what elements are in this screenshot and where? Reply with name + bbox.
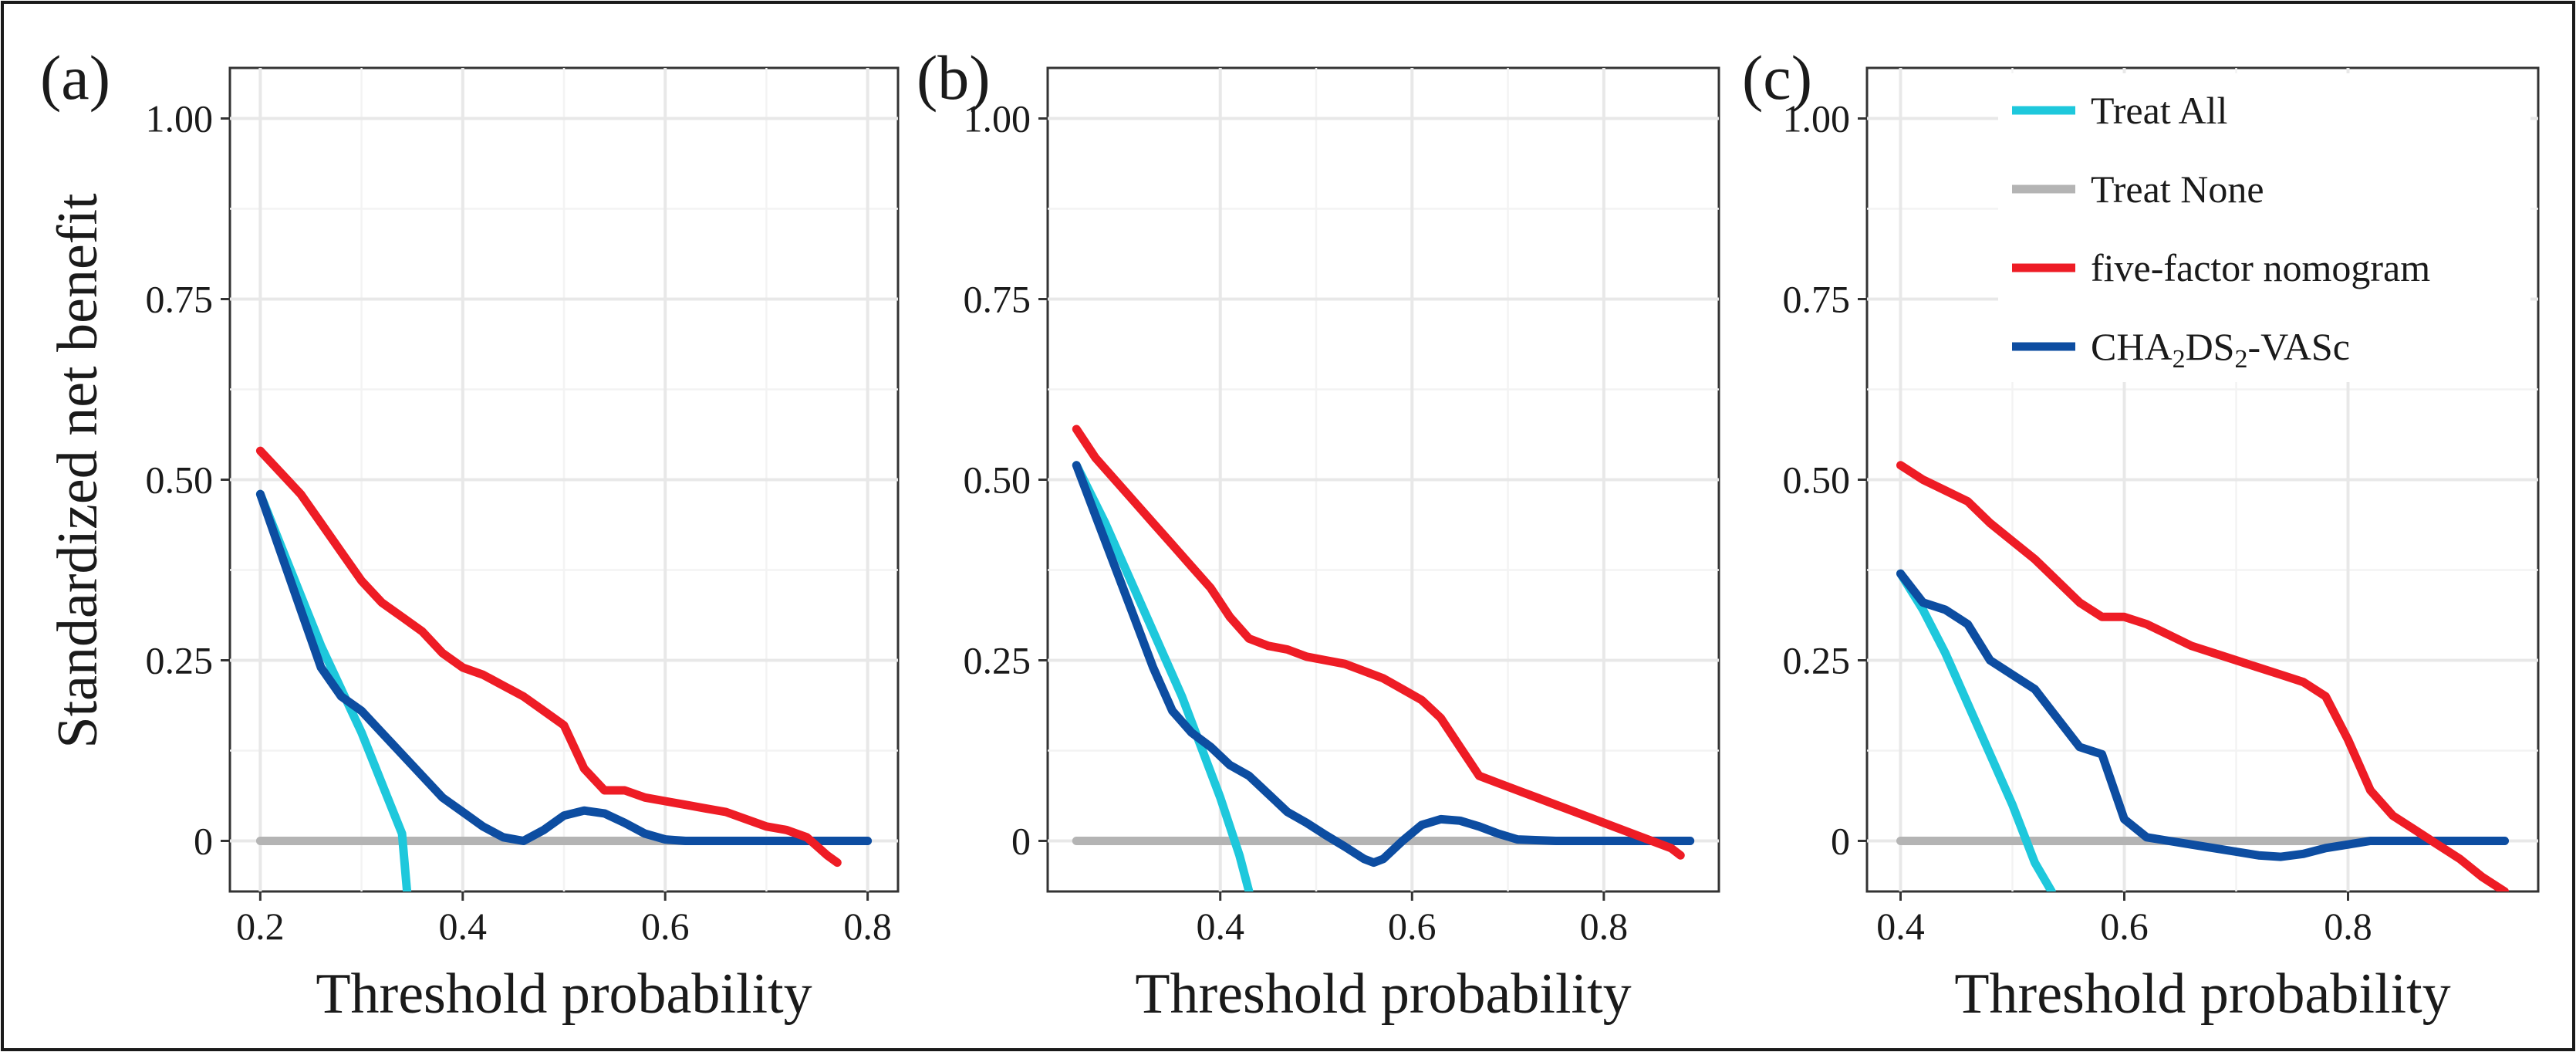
x-axis-label: Threshold probability [1135, 962, 1631, 1026]
y-tick-label: 0.50 [964, 458, 1031, 502]
y-tick-label: 0.75 [146, 278, 214, 321]
x-tick-label: 0.4 [1196, 905, 1244, 948]
series-group [1072, 425, 1695, 891]
x-tick-label: 0.8 [843, 905, 892, 948]
y-tick-label: 0.25 [964, 638, 1031, 682]
panel-label: (a) [40, 42, 110, 113]
series-group [255, 446, 873, 891]
y-tick-label: 0.75 [1783, 278, 1851, 321]
x-tick-label: 0.6 [641, 905, 690, 948]
series-line-treat-all [1896, 569, 2056, 891]
legend: Treat All Treat None five-factor nomogram C… [1998, 73, 2530, 382]
y-tick-label: 1.00 [964, 97, 1031, 140]
x-tick-label: 0.8 [1580, 905, 1629, 948]
series-line-chads [1896, 569, 2509, 861]
legend-label: Treat None [2091, 167, 2264, 211]
series-line-treat-all [1072, 461, 1254, 891]
x-tick-label: 0.6 [2100, 905, 2149, 948]
panel-1: 0 0.25 0.50 0.75 1.00 0.2 0.4 0.6 0.8 Threshold p… [40, 42, 900, 1026]
x-axis-label: Threshold probability [316, 962, 812, 1026]
legend-label: five-factor nomogram [2091, 246, 2430, 289]
legend-label: CHA2DS2-VASc [2091, 325, 2350, 374]
series-line-nomogram [1072, 425, 1685, 860]
y-tick-label: 0.50 [1783, 458, 1851, 502]
legend-label: Treat All [2091, 89, 2227, 132]
panel-label: (b) [917, 42, 991, 113]
y-tick-label: 0.75 [964, 278, 1031, 321]
panel-label: (c) [1742, 42, 1812, 113]
x-tick-label: 0.4 [439, 905, 488, 948]
y-tick-label: 0.25 [1783, 638, 1851, 682]
y-axis-label: Standardized net benefit [46, 193, 110, 749]
y-tick-label: 0 [194, 819, 213, 862]
series-line-nomogram [1896, 461, 2509, 891]
x-tick-label: 0.4 [1876, 905, 1925, 948]
y-tick-label: 0.50 [146, 458, 214, 502]
series-line-chads [255, 489, 873, 845]
y-tick-label: 0.25 [146, 638, 214, 682]
series-line-chads [1072, 461, 1695, 868]
y-tick-label: 1.00 [146, 97, 214, 140]
y-tick-label: 0 [1011, 819, 1031, 862]
series-group [1896, 461, 2509, 891]
x-tick-label: 0.2 [236, 905, 285, 948]
y-tick-label: 0 [1831, 819, 1850, 862]
legend-box [1998, 73, 2530, 382]
x-tick-label: 0.6 [1388, 905, 1437, 948]
y-tick-label: 1.00 [1783, 97, 1851, 140]
panel-2: 0 0.25 0.50 0.75 1.00 0.4 0.6 0.8 Threshold prob… [917, 42, 1720, 1026]
series-line-nomogram [255, 446, 842, 868]
x-tick-label: 0.8 [2324, 905, 2372, 948]
x-axis-label: Threshold probability [1954, 962, 2450, 1026]
